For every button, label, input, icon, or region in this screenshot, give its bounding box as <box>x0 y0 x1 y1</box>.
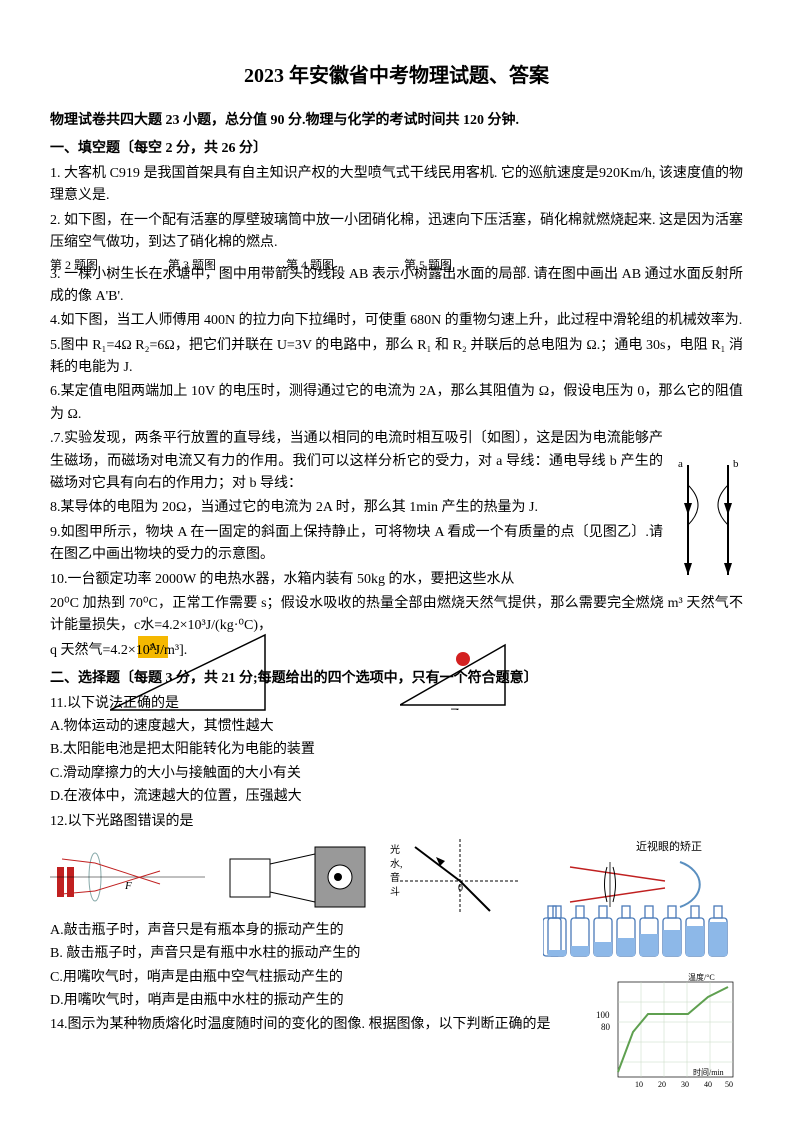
svg-text:80: 80 <box>601 1022 611 1032</box>
svg-text:音: 音 <box>390 871 400 884</box>
question-2: 2. 如下图，在一个配有活塞的厚壁玻璃筒中放一小团硝化棉，迅速向下压活塞，硝化棉… <box>50 210 743 255</box>
exam-info: 物理试卷共四大题 23 小题，总分值 90 分.物理与化学的考试时间共 120 … <box>50 110 743 132</box>
q11-opt-c: C.滑动摩擦力的大小与接触面的大小有关 <box>50 763 743 785</box>
question-10-p2: 20⁰C 加热到 70⁰C，正常工作需要 s；假设水吸收的热量全部由燃烧天然气提… <box>50 593 743 638</box>
svg-text:光: 光 <box>390 843 400 856</box>
question-1: 1. 大客机 C919 是我国首架具有自主知识产权的大型喷气式干线民用客机. 它… <box>50 163 743 208</box>
svg-text:时间/min: 时间/min <box>693 1067 724 1077</box>
q11-opt-d: D.在液体中，流速越大的位置，压强越大 <box>50 786 743 808</box>
question-10-p3: q 天然气=4.2×10⁷J/m³]. <box>50 640 743 662</box>
bottles-diagram <box>543 898 743 966</box>
q11-options: A.物体运动的速度越大，其惯性越大 B.太阳能电池是把太阳能转化为电能的装置 C… <box>50 716 743 809</box>
svg-text:b: b <box>733 458 739 470</box>
q12-fig1-lens: F <box>50 839 210 914</box>
svg-text:100: 100 <box>596 1010 610 1020</box>
svg-text:F: F <box>124 880 132 892</box>
question-6: 6.某定值电阻两端加上 10V 的电压时，测得通过它的电流为 2A，那么其阻值为… <box>50 381 743 426</box>
svg-text:50: 50 <box>725 1080 733 1089</box>
page-title: 2023 年安徽省中考物理试题、答案 <box>50 60 743 92</box>
question-4: 4.如下图，当工人师傅用 400N 的拉力向下拉绳时，可使重 680N 的重物匀… <box>50 310 743 332</box>
q12-fig3-refraction: 光 水, 音 斗 0 <box>390 839 530 914</box>
label-yi: 乙 <box>450 707 461 710</box>
svg-text:20: 20 <box>658 1080 666 1089</box>
question-8: 8.某导体的电阻为 20Ω，当通过它的电流为 2A 时，那么其 1min 产生的… <box>50 497 743 519</box>
question-7: .7.实验发现，两条平行放置的直导线，当通以相同的电流时相互吸引〔如图〕，这是因… <box>50 428 743 495</box>
question-12: 12.以下光路图错误的是 <box>50 811 743 833</box>
q12-fig4-label: 近视眼的矫正 <box>540 839 710 857</box>
svg-text:40: 40 <box>704 1080 712 1089</box>
question-5: 5.图中 R₁=4Ω R₂=6Ω，把它们并联在 U=3V 的电路中，那么 R₁ … <box>50 335 743 380</box>
question-3: 3. 一棵小树生长在水塘中，图中用带箭头的线段 AB 表示小树露出水面的局部. … <box>50 264 743 309</box>
question-10-p1: 10.一台额定功率 2000W 的电热水器，水箱内装有 50kg 的水，要把这些… <box>50 569 743 591</box>
question-9: 9.如图甲所示，物块 A 在一固定的斜面上保持静止，可将物块 A 看成一个有质量… <box>50 522 743 567</box>
svg-text:a: a <box>678 458 683 470</box>
q11-opt-b: B.太阳能电池是把太阳能转化为电能的装置 <box>50 739 743 761</box>
svg-text:10: 10 <box>635 1080 643 1089</box>
section1-head: 一、填空题〔每空 2 分，共 26 分〕 <box>50 138 743 160</box>
svg-text:水,: 水, <box>390 858 403 870</box>
q14-chart: 100 80 10 20 30 40 50 温度/°C 时间/min <box>593 972 743 1092</box>
svg-text:斗: 斗 <box>390 886 400 898</box>
q12-fig2-projector <box>220 839 380 914</box>
svg-text:温度/°C: 温度/°C <box>688 972 715 982</box>
q11-opt-a: A.物体运动的速度越大，其惯性越大 <box>50 716 743 738</box>
svg-text:0: 0 <box>458 883 463 894</box>
svg-text:30: 30 <box>681 1080 689 1089</box>
